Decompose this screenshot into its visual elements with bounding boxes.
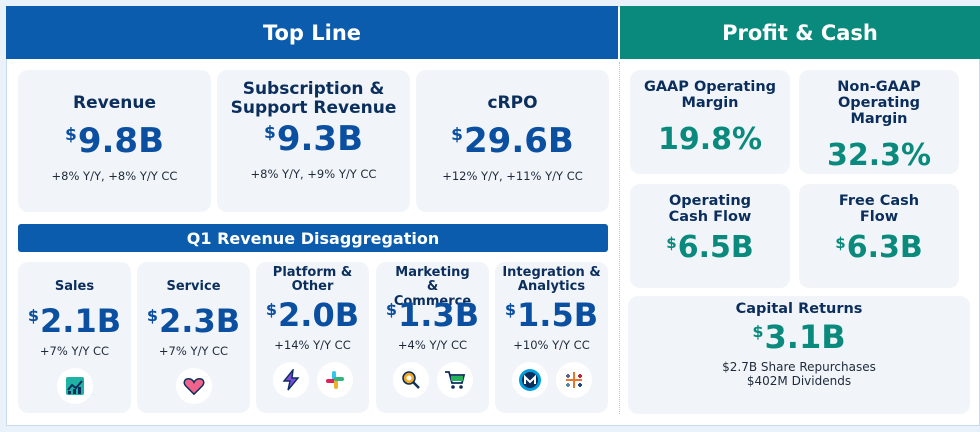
card-title: Service xyxy=(166,279,221,294)
card-value: $6.5B xyxy=(666,229,754,265)
mulesoft-icon xyxy=(511,362,548,398)
card-growth: +8% Y/Y, +8% Y/Y CC xyxy=(51,168,178,183)
card-title: cRPO xyxy=(487,93,538,113)
card-growth: +8% Y/Y, +9% Y/Y CC xyxy=(250,167,377,182)
marketing-card: Marketing & Commerce $1.3B +4% Y/Y CC xyxy=(376,262,489,413)
card-growth: +7% Y/Y CC xyxy=(158,344,229,358)
subscription-revenue-card: Subscription & Support Revenue $9.3B +8%… xyxy=(217,70,410,212)
operating-cash-flow-card: Operating Cash Flow $6.5B xyxy=(630,184,790,288)
capital-returns-card: Capital Returns $3.1B $2.7B Share Repurc… xyxy=(628,296,970,414)
lightning-icon xyxy=(272,362,309,398)
sales-chart-icon xyxy=(56,368,93,404)
card-title: Platform & Other xyxy=(272,265,353,295)
card-growth: +7% Y/Y CC xyxy=(39,344,110,358)
card-value: 19.8% xyxy=(657,121,763,157)
card-value: $1.5B xyxy=(504,296,599,334)
card-value: $9.8B xyxy=(65,120,164,161)
shopping-cart-icon xyxy=(436,362,473,398)
card-growth: +12% Y/Y, +11% Y/Y CC xyxy=(442,168,583,183)
platform-card: Platform & Other $2.0B +14% Y/Y CC xyxy=(256,262,369,413)
card-title: Revenue xyxy=(73,93,156,113)
card-value: $2.0B xyxy=(265,296,360,334)
card-title: Non-GAAP Operating Margin xyxy=(837,79,921,127)
tableau-icon xyxy=(555,362,592,398)
card-growth: +10% Y/Y CC xyxy=(513,338,590,352)
card-title: Sales xyxy=(54,279,95,294)
free-cash-flow-card: Free Cash Flow $6.3B xyxy=(799,184,959,288)
revenue-card: Revenue $9.8B +8% Y/Y, +8% Y/Y CC xyxy=(18,70,211,212)
card-growth: +4% Y/Y CC xyxy=(397,338,468,352)
profit-cash-header: Profit & Cash xyxy=(620,6,980,59)
crpo-card: cRPO $29.6B +12% Y/Y, +11% Y/Y CC xyxy=(416,70,609,212)
share-repurchases-text: $2.7B Share Repurchases xyxy=(722,359,876,374)
card-value: $6.3B xyxy=(835,229,923,265)
integration-card: Integration & Analytics $1.5B +10% Y/Y C… xyxy=(495,262,608,413)
non-gaap-margin-card: Non-GAAP Operating Margin 32.3% xyxy=(799,70,959,174)
card-title: Subscription & Support Revenue xyxy=(230,79,397,118)
magnifier-icon xyxy=(392,362,429,398)
card-value: $9.3B xyxy=(264,119,363,160)
card-value: $2.3B xyxy=(146,302,241,340)
card-value: $29.6B xyxy=(451,120,574,161)
card-title: Integration & Analytics xyxy=(502,265,601,295)
card-value: $1.3B xyxy=(385,296,480,334)
card-value: $3.1B xyxy=(752,317,846,356)
card-growth: +14% Y/Y CC xyxy=(274,338,351,352)
card-title: GAAP Operating Margin xyxy=(643,79,777,111)
section-divider xyxy=(619,62,620,414)
gaap-margin-card: GAAP Operating Margin 19.8% xyxy=(630,70,790,174)
disaggregation-header: Q1 Revenue Disaggregation xyxy=(18,224,608,252)
card-title: Marketing & Commerce xyxy=(393,265,472,309)
slack-icon xyxy=(316,362,353,398)
heart-icon xyxy=(175,368,212,404)
card-title: Capital Returns xyxy=(735,301,863,317)
card-value: $2.1B xyxy=(27,302,122,340)
card-title: Free Cash Flow xyxy=(838,193,920,225)
sales-card: Sales $2.1B +7% Y/Y CC xyxy=(18,262,131,413)
card-title: Operating Cash Flow xyxy=(668,193,752,225)
card-value: 32.3% xyxy=(826,137,932,173)
service-card: Service $2.3B +7% Y/Y CC xyxy=(137,262,250,413)
top-line-header: Top Line xyxy=(6,6,618,59)
dividends-text: $402M Dividends xyxy=(746,374,852,389)
